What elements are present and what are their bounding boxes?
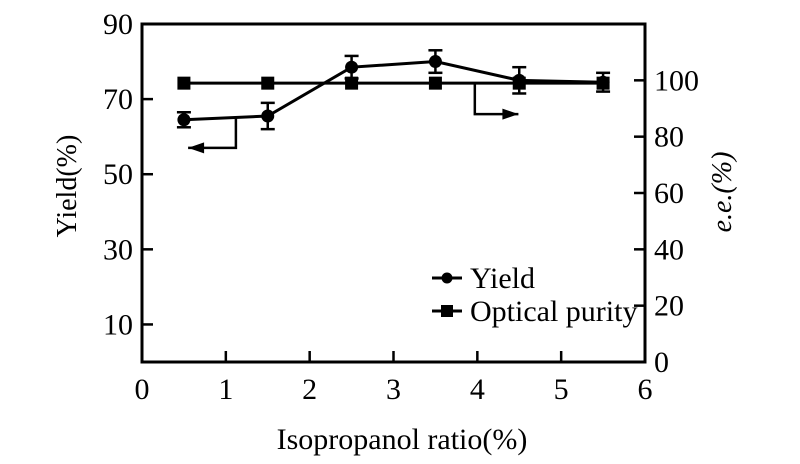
yield-data-point	[428, 55, 442, 69]
yield-legend-marker-icon	[441, 272, 453, 284]
optical-purity-data-point	[177, 76, 191, 90]
right-axis-tick-label: 60	[654, 177, 684, 210]
right-axis-arrowhead-icon	[502, 108, 519, 120]
x-axis-tick-label: 3	[386, 373, 401, 406]
optical-purity-legend-marker-icon	[441, 305, 453, 317]
x-axis-tick-label: 0	[135, 373, 150, 406]
left-axis-pointer-line	[188, 116, 238, 150]
right-axis-tick-label: 40	[654, 233, 684, 266]
x-axis-tick-label: 2	[302, 373, 317, 406]
optical-purity-data-point	[428, 76, 442, 90]
legend-label-optical-purity: Optical purity	[470, 295, 637, 328]
left-axis-tick-label: 90	[103, 8, 133, 41]
right-axis-tick-label: 0	[654, 346, 669, 379]
legend: Yield Optical purity	[432, 262, 637, 328]
right-y-axis-title: e.e.(%)	[707, 152, 738, 233]
optical-purity-data-point	[345, 76, 359, 90]
legend-label-yield: Yield	[470, 262, 535, 295]
optical-purity-data-point	[512, 76, 526, 90]
x-axis-tick-label: 6	[638, 373, 653, 406]
left-axis-tick-label: 50	[103, 158, 133, 191]
yield-data-point	[177, 113, 191, 127]
yield-data-point	[345, 60, 359, 74]
left-axis-tick-label: 70	[103, 83, 133, 116]
chart-generated-content: 0 1 2 3 4 5 6 10 30 50 70 90 0 20 40 60 80 100	[103, 8, 699, 406]
right-axis-tick-label: 80	[654, 121, 684, 154]
optical-purity-data-point	[261, 76, 275, 90]
legend-item-optical-purity: Optical purity	[432, 295, 637, 328]
left-axis-tick-label: 30	[103, 233, 133, 266]
right-axis-pointer-line	[473, 83, 519, 116]
left-axis-tick-label: 10	[103, 308, 133, 341]
legend-item-yield: Yield	[432, 262, 535, 295]
yield-series-line	[183, 60, 604, 122]
right-axis-tick-label: 20	[654, 290, 684, 323]
optical-purity-data-point	[596, 76, 610, 90]
left-y-axis-title: Yield(%)	[52, 135, 83, 238]
x-axis-title: Isopropanol ratio(%)	[277, 423, 528, 456]
x-axis-tick-label: 1	[218, 373, 233, 406]
right-axis-tick-label: 100	[654, 64, 699, 97]
plot-frame	[140, 22, 647, 364]
x-axis-tick-label: 5	[554, 373, 569, 406]
left-axis-arrowhead-icon	[188, 142, 205, 154]
yield-data-point	[261, 109, 275, 123]
x-axis-tick-label: 4	[470, 373, 485, 406]
